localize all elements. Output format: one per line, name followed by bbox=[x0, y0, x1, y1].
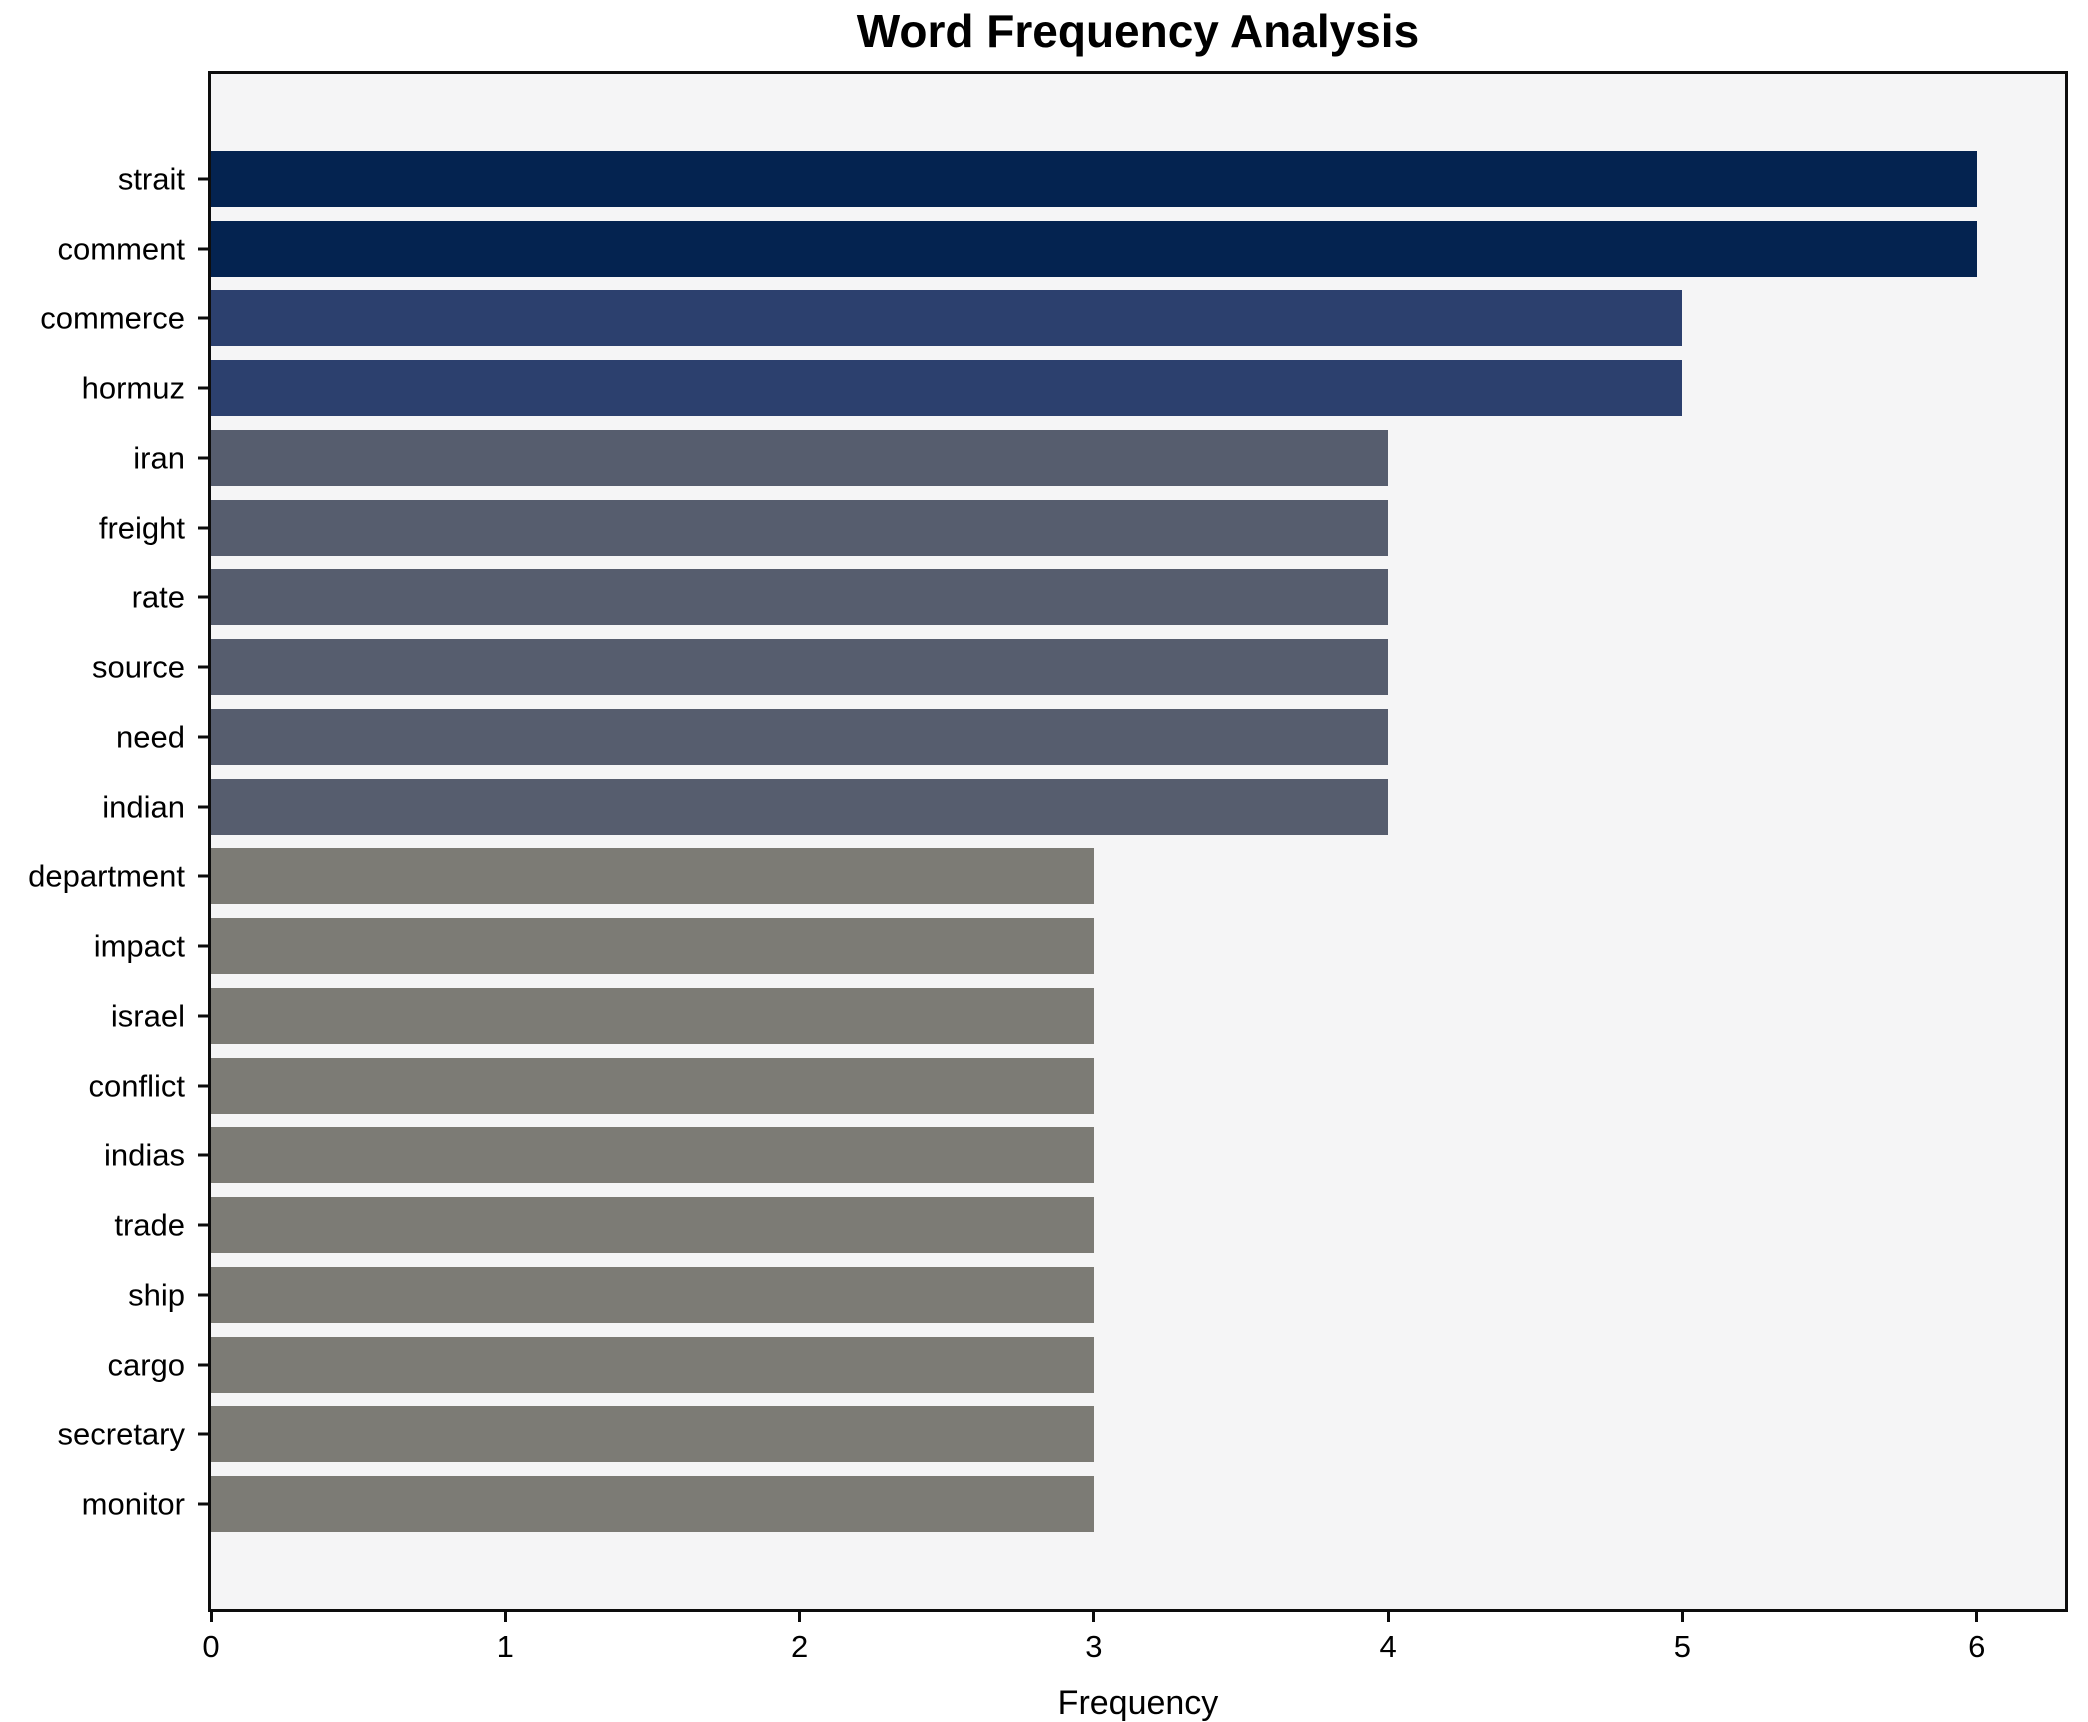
y-tick-mark bbox=[198, 735, 208, 739]
x-tick-label-4: 4 bbox=[1379, 1629, 1397, 1664]
y-tick-label-iran: iran bbox=[133, 440, 185, 476]
y-tick-label-department: department bbox=[28, 858, 185, 894]
plot-area: strait comment commerce hormuz iran freight ra… bbox=[28, 71, 2068, 1662]
bar-secretary bbox=[211, 1406, 1094, 1463]
y-tick-label-hormuz: hormuz bbox=[81, 370, 185, 406]
bar-iran bbox=[211, 429, 1389, 486]
x-tick-label-6: 6 bbox=[1968, 1629, 1986, 1664]
y-tick-label-freight: freight bbox=[98, 510, 185, 546]
bar-row-rate: rate bbox=[132, 563, 2065, 633]
bar-row-impact: impact bbox=[94, 911, 2065, 981]
bar-israel bbox=[211, 987, 1094, 1044]
bar-indias bbox=[211, 1127, 1094, 1184]
bar-row-iran: iran bbox=[133, 423, 2065, 493]
y-tick-label-monitor: monitor bbox=[81, 1486, 185, 1522]
bar-commerce bbox=[211, 290, 1683, 347]
bar-row-need: need bbox=[116, 702, 2065, 772]
x-tick-label-2: 2 bbox=[790, 1629, 809, 1664]
bar-cargo bbox=[211, 1336, 1094, 1393]
y-tick-label-need: need bbox=[116, 719, 185, 755]
chart-title: Word Frequency Analysis bbox=[856, 5, 1420, 57]
y-tick-label-ship: ship bbox=[128, 1277, 185, 1313]
y-tick-mark bbox=[198, 1223, 208, 1227]
y-tick-mark bbox=[198, 1363, 208, 1367]
bar-trade bbox=[211, 1197, 1094, 1254]
y-tick-mark bbox=[198, 595, 208, 599]
y-tick-label-indias: indias bbox=[104, 1137, 185, 1173]
y-tick-label-comment: comment bbox=[57, 231, 185, 267]
bars-container: strait comment commerce hormuz iran freight ra… bbox=[28, 144, 2065, 1539]
bar-indian bbox=[211, 778, 1389, 835]
x-tick-mark bbox=[209, 1609, 213, 1622]
y-tick-label-impact: impact bbox=[93, 928, 185, 964]
y-tick-mark bbox=[198, 386, 208, 390]
x-tick-mark bbox=[798, 1609, 802, 1622]
bar-impact bbox=[211, 918, 1094, 975]
y-tick-mark bbox=[198, 874, 208, 878]
x-tick-mark bbox=[1386, 1609, 1390, 1622]
x-tick-mark bbox=[1975, 1609, 1979, 1622]
y-tick-mark bbox=[198, 1014, 208, 1018]
bar-row-cargo: cargo bbox=[107, 1330, 2065, 1400]
y-tick-mark bbox=[198, 1153, 208, 1157]
bar-monitor bbox=[211, 1476, 1094, 1533]
bar-rate bbox=[211, 569, 1389, 626]
bar-row-indian: indian bbox=[102, 772, 2065, 842]
bar-row-secretary: secretary bbox=[58, 1400, 2065, 1470]
y-tick-label-rate: rate bbox=[131, 579, 185, 615]
x-tick-label-5: 5 bbox=[1673, 1629, 1692, 1664]
y-tick-mark bbox=[198, 177, 208, 181]
bar-row-strait: strait bbox=[118, 144, 2065, 214]
bar-row-hormuz: hormuz bbox=[82, 353, 2065, 423]
bar-department bbox=[211, 848, 1094, 905]
bar-conflict bbox=[211, 1057, 1094, 1114]
bar-need bbox=[211, 708, 1389, 765]
x-tick-label-1: 1 bbox=[496, 1629, 514, 1664]
x-axis-label: Frequency bbox=[1057, 1684, 1219, 1722]
y-tick-mark bbox=[198, 805, 208, 809]
y-tick-mark bbox=[198, 247, 208, 251]
y-tick-label-commerce: commerce bbox=[40, 300, 185, 336]
y-tick-mark bbox=[198, 944, 208, 948]
y-tick-label-source: source bbox=[91, 649, 185, 685]
y-tick-label-israel: israel bbox=[110, 998, 185, 1034]
bar-row-trade: trade bbox=[114, 1190, 2065, 1260]
y-tick-label-secretary: secretary bbox=[57, 1416, 185, 1452]
y-tick-mark bbox=[198, 1502, 208, 1506]
bar-hormuz bbox=[211, 360, 1683, 417]
y-tick-mark bbox=[198, 316, 208, 320]
y-tick-mark bbox=[198, 526, 208, 530]
y-tick-label-trade: trade bbox=[114, 1207, 185, 1243]
bar-row-indias: indias bbox=[104, 1121, 2065, 1191]
x-tick-mark bbox=[1680, 1609, 1684, 1622]
bar-freight bbox=[211, 499, 1389, 556]
y-tick-label-strait: strait bbox=[117, 161, 185, 197]
bar-comment bbox=[211, 220, 1977, 277]
bar-row-department: department bbox=[28, 842, 2065, 912]
bar-row-source: source bbox=[92, 632, 2065, 702]
bar-source bbox=[211, 639, 1389, 696]
x-tick-mark bbox=[1092, 1609, 1096, 1622]
bar-row-comment: comment bbox=[58, 214, 2065, 284]
bar-row-monitor: monitor bbox=[82, 1469, 2065, 1539]
bar-row-commerce: commerce bbox=[40, 284, 2065, 354]
y-tick-mark bbox=[198, 1084, 208, 1088]
bar-row-freight: freight bbox=[99, 493, 2065, 563]
bar-strait bbox=[211, 150, 1977, 207]
x-tick-mark bbox=[503, 1609, 507, 1622]
bar-row-israel: israel bbox=[111, 981, 2065, 1051]
y-tick-mark bbox=[198, 1293, 208, 1297]
y-tick-label-conflict: conflict bbox=[88, 1068, 185, 1104]
y-tick-mark bbox=[198, 665, 208, 669]
bar-ship bbox=[211, 1266, 1094, 1323]
x-tick-label-0: 0 bbox=[202, 1629, 220, 1664]
bar-row-conflict: conflict bbox=[89, 1051, 2065, 1121]
y-tick-label-indian: indian bbox=[102, 789, 185, 825]
x-tick-label-3: 3 bbox=[1085, 1629, 1103, 1664]
y-tick-mark bbox=[198, 456, 208, 460]
y-tick-mark bbox=[198, 1432, 208, 1436]
bar-row-ship: ship bbox=[128, 1260, 2065, 1330]
y-tick-label-cargo: cargo bbox=[107, 1347, 185, 1383]
